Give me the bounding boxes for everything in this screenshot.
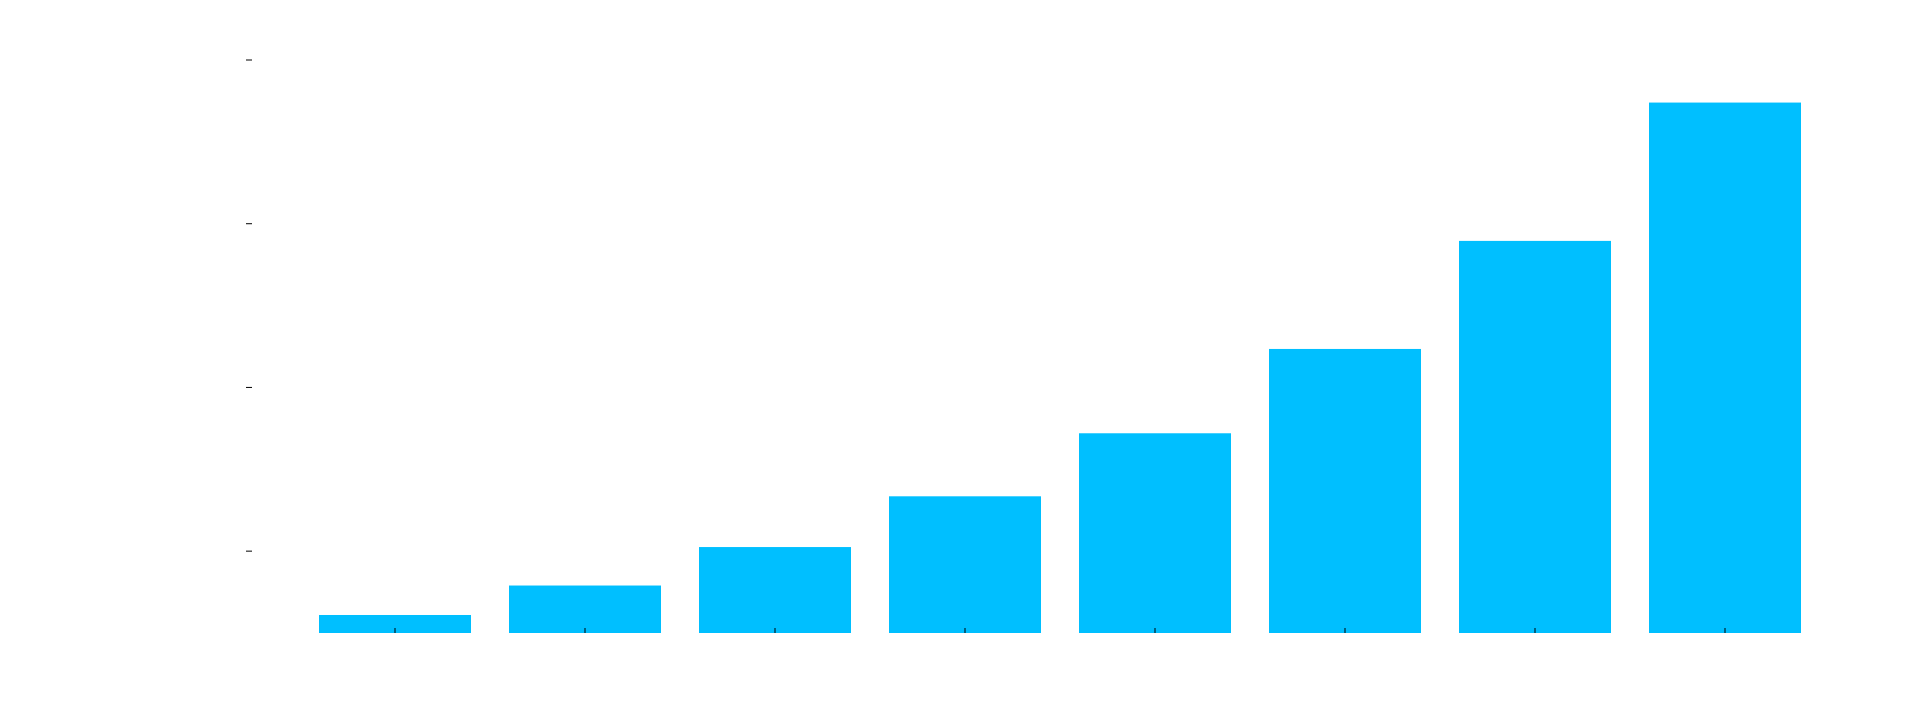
x-ticks-group	[394, 628, 1726, 633]
bars-group	[319, 102, 1801, 633]
bar-1	[319, 614, 471, 633]
bar-2	[509, 585, 661, 633]
bar-6	[1269, 348, 1421, 633]
y-ticks-group	[246, 59, 252, 552]
bar-7	[1459, 240, 1611, 633]
bar-8	[1649, 102, 1801, 633]
bar-3	[699, 547, 851, 633]
bar-5	[1079, 433, 1231, 633]
bar-4	[889, 496, 1041, 633]
